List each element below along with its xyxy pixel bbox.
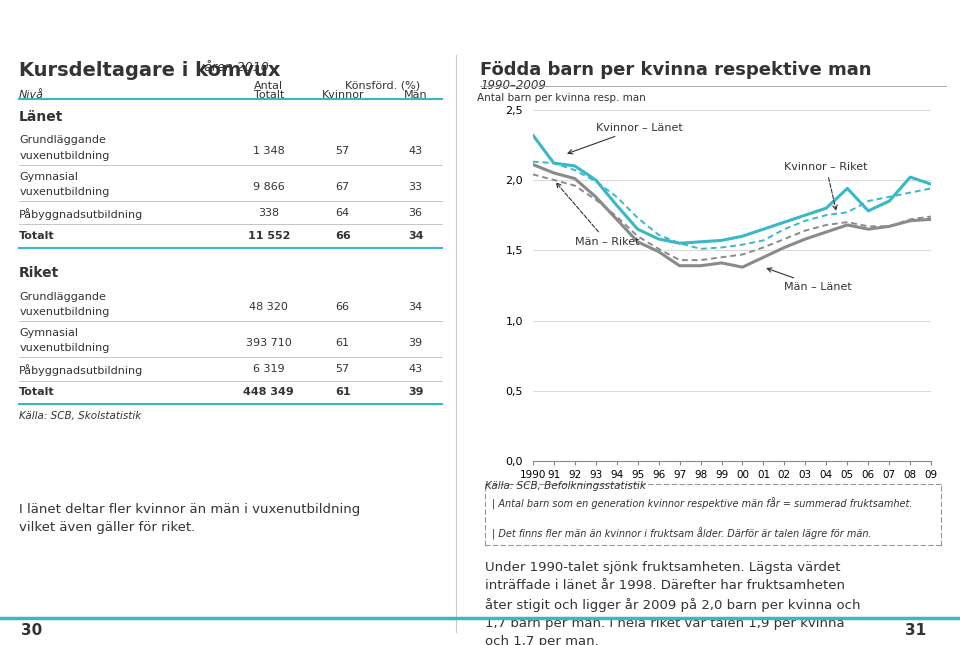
Text: Män – Länet: Män – Länet — [767, 268, 852, 292]
Text: 43: 43 — [409, 364, 422, 374]
Text: 61: 61 — [336, 338, 349, 348]
Text: vuxenutbildning: vuxenutbildning — [19, 187, 109, 197]
Text: Utbildning: Utbildning — [12, 12, 208, 45]
Text: Påbyggnadsutbildning: Påbyggnadsutbildning — [19, 208, 143, 219]
Text: vuxenutbildning: vuxenutbildning — [19, 151, 109, 161]
Text: vuxenutbildning: vuxenutbildning — [19, 307, 109, 317]
Text: 43: 43 — [409, 146, 422, 156]
Text: våren 2010: våren 2010 — [197, 61, 269, 74]
Text: Påbyggnadsutbildning: Påbyggnadsutbildning — [19, 364, 143, 375]
Text: 66: 66 — [335, 231, 350, 241]
Text: Kvinnor – Länet: Kvinnor – Länet — [568, 123, 683, 154]
Text: Totalt: Totalt — [19, 231, 55, 241]
Text: Gymnasial: Gymnasial — [19, 172, 78, 182]
Text: 66: 66 — [336, 302, 349, 312]
Text: 6 319: 6 319 — [253, 364, 284, 374]
Text: Totalt: Totalt — [19, 387, 55, 397]
Text: Antal barn per kvinna resp. man: Antal barn per kvinna resp. man — [477, 93, 646, 103]
Text: 448 349: 448 349 — [244, 387, 294, 397]
Text: Män – Riket: Män – Riket — [557, 183, 639, 246]
Text: vuxenutbildning: vuxenutbildning — [19, 343, 109, 353]
Text: 31: 31 — [905, 623, 926, 639]
Text: 33: 33 — [409, 182, 422, 192]
Text: Födda barn per kvinna respektive man: Födda barn per kvinna respektive man — [480, 61, 872, 79]
Text: 11 552: 11 552 — [248, 231, 290, 241]
Text: 34: 34 — [409, 302, 422, 312]
Text: Länet: Länet — [19, 110, 63, 124]
Text: | Antal barn som en generation kvinnor respektive män får = summerad fruktsamhet: | Antal barn som en generation kvinnor r… — [492, 497, 912, 510]
Text: Källa: SCB, Skolstatistik: Källa: SCB, Skolstatistik — [19, 411, 141, 421]
Text: Grundläggande: Grundläggande — [19, 135, 106, 146]
Text: Totalt: Totalt — [253, 90, 284, 101]
Text: 39: 39 — [409, 338, 422, 348]
Text: Riket: Riket — [19, 266, 60, 280]
Text: I länet deltar fler kvinnor än män i vuxenutbildning
vilket även gäller för rike: I länet deltar fler kvinnor än män i vux… — [19, 503, 360, 534]
Text: Källa: SCB, Befolkningsstatistik: Källa: SCB, Befolkningsstatistik — [485, 481, 646, 491]
Text: Kursdeltagare i komvux: Kursdeltagare i komvux — [19, 61, 280, 80]
Text: 57: 57 — [336, 146, 349, 156]
Text: 36: 36 — [409, 208, 422, 218]
Text: 34: 34 — [408, 231, 423, 241]
Text: Kvinnor: Kvinnor — [322, 90, 364, 101]
Text: Grundläggande: Grundläggande — [19, 292, 106, 302]
Text: 67: 67 — [336, 182, 349, 192]
Text: 39: 39 — [408, 387, 423, 397]
Text: 393 710: 393 710 — [246, 338, 292, 348]
Text: 1 348: 1 348 — [252, 146, 285, 156]
Text: 30: 30 — [21, 623, 42, 639]
Text: 64: 64 — [336, 208, 349, 218]
Text: Antal: Antal — [254, 81, 283, 91]
Text: Nivå: Nivå — [19, 90, 44, 101]
Text: 61: 61 — [335, 387, 350, 397]
Text: | Det finns fler män än kvinnor i fruktsam ålder. Därför är talen lägre för män.: | Det finns fler män än kvinnor i frukts… — [492, 528, 872, 541]
Text: Under 1990-talet sjönk fruktsamheten. Lägsta värdet
inträffade i länet år 1998. : Under 1990-talet sjönk fruktsamheten. Lä… — [485, 561, 860, 645]
Text: 57: 57 — [336, 364, 349, 374]
Text: 1990–2009: 1990–2009 — [480, 79, 546, 92]
Text: 9 866: 9 866 — [252, 182, 285, 192]
Text: Män: Män — [404, 90, 427, 101]
Text: Könsförd. (%): Könsförd. (%) — [345, 81, 420, 91]
Text: Gymnasial: Gymnasial — [19, 328, 78, 338]
Text: 48 320: 48 320 — [250, 302, 288, 312]
Text: 338: 338 — [258, 208, 279, 218]
Text: Barn och familj: Barn och familj — [664, 12, 948, 45]
Text: Kvinnor – Riket: Kvinnor – Riket — [784, 162, 868, 210]
